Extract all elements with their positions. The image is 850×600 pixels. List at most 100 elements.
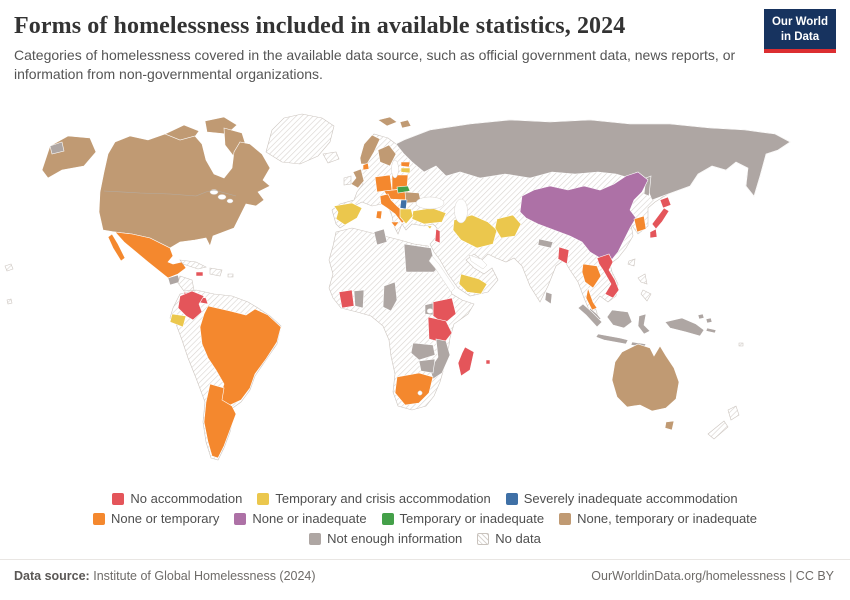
region-zambia[interactable] (410, 342, 436, 361)
region-iceland[interactable] (322, 151, 340, 164)
us-canada-border (103, 189, 237, 197)
region-hispaniola[interactable] (209, 267, 223, 277)
owid-logo[interactable]: Our World in Data (763, 9, 836, 53)
region-svalbard-2[interactable] (399, 119, 412, 129)
region-argentina-chile[interactable] (203, 383, 237, 459)
region-pacific-speck[interactable] (6, 298, 13, 305)
region-greece[interactable] (399, 208, 414, 225)
region-baja-california[interactable] (107, 233, 126, 262)
region-tanzania[interactable] (427, 316, 453, 344)
region-new-guinea[interactable] (664, 317, 705, 337)
legend-item-not-enough-information[interactable]: Not enough information (309, 531, 462, 546)
legend-item-severely-inadequate[interactable]: Severely inadequate accommodation (505, 491, 738, 506)
legend-item-temporary-or-inadequate[interactable]: Temporary or inadequate (381, 511, 544, 526)
region-japan-honshu[interactable] (651, 207, 670, 230)
legend-item-no-accommodation[interactable]: No accommodation (112, 491, 242, 506)
region-serbia[interactable] (399, 199, 408, 210)
region-solomon-2[interactable] (705, 317, 713, 324)
region-egypt[interactable] (403, 243, 437, 273)
region-puerto-rico[interactable] (227, 273, 234, 278)
region-chukotka-west[interactable] (49, 141, 65, 155)
region-ecuador[interactable] (169, 313, 187, 328)
region-denmark[interactable] (362, 162, 370, 171)
legend-item-none-temporary-inadequate[interactable]: None, temporary or inadequate (559, 511, 757, 526)
region-ireland[interactable] (343, 175, 352, 186)
region-madagascar[interactable] (457, 346, 475, 377)
region-cyprus[interactable] (426, 225, 433, 230)
region-germany[interactable] (374, 174, 393, 193)
region-jamaica[interactable] (195, 271, 204, 277)
region-solomon-1[interactable] (697, 313, 705, 320)
region-sulawesi[interactable] (637, 313, 651, 335)
region-new-zealand-north[interactable] (727, 405, 740, 421)
region-philippines-luzon[interactable] (637, 273, 648, 285)
region-zimbabwe[interactable] (418, 358, 436, 374)
region-ghana[interactable] (353, 289, 365, 309)
legend-item-none-or-temporary[interactable]: None or temporary (92, 511, 219, 526)
region-new-zealand-south[interactable] (707, 420, 729, 440)
region-tunisia[interactable] (373, 228, 388, 246)
region-iran[interactable] (452, 214, 498, 249)
region-yemen[interactable] (458, 273, 488, 295)
region-cuba[interactable] (179, 259, 207, 270)
region-mozambique-malawi[interactable] (429, 338, 451, 380)
region-china[interactable] (519, 171, 649, 263)
region-japan-hokkaido[interactable] (659, 196, 672, 209)
region-colombia[interactable] (177, 290, 205, 321)
region-australia[interactable] (611, 343, 680, 412)
region-afghanistan[interactable] (494, 214, 522, 239)
region-cameroon[interactable] (382, 281, 398, 312)
region-russia[interactable] (395, 119, 791, 201)
legend-swatch-not-enough-information (309, 532, 322, 545)
region-japan-kyushu[interactable] (649, 228, 658, 239)
region-south-korea[interactable] (633, 215, 647, 233)
region-borneo[interactable] (606, 309, 633, 329)
region-philippines-mindanao[interactable] (640, 289, 652, 302)
region-latvia[interactable] (400, 167, 411, 174)
region-sri-lanka[interactable] (544, 291, 553, 305)
region-alaska[interactable] (41, 135, 97, 179)
region-ivory-coast[interactable] (338, 289, 355, 309)
region-thailand-peninsula[interactable] (585, 286, 598, 311)
lesotho (417, 390, 423, 396)
region-slovakia[interactable] (396, 185, 411, 194)
legend-swatch-temporary-crisis (257, 492, 270, 505)
region-new-caledonia[interactable] (705, 327, 717, 334)
region-sardinia[interactable] (375, 210, 383, 220)
region-united-kingdom[interactable] (350, 168, 365, 189)
region-lebanon-israel[interactable] (434, 228, 441, 244)
legend-item-none-or-inadequate[interactable]: None or inadequate (234, 511, 367, 526)
legend-swatch-none-or-inadequate (234, 512, 247, 525)
region-sicily[interactable] (390, 221, 400, 228)
region-honduras-nicaragua[interactable] (177, 275, 195, 292)
region-java[interactable] (595, 333, 629, 345)
region-sumatra[interactable] (577, 303, 603, 328)
region-tasmania[interactable] (664, 420, 675, 431)
region-bangladesh[interactable] (557, 246, 570, 265)
legend-item-temporary-crisis[interactable]: Temporary and crisis accommodation (257, 491, 491, 506)
region-brazil[interactable] (199, 305, 282, 407)
region-norway[interactable] (359, 134, 381, 165)
region-greenland[interactable] (265, 113, 335, 165)
owid-credit-link[interactable]: OurWorldinData.org/homelessness | CC BY (591, 569, 834, 583)
region-taiwan[interactable] (627, 258, 636, 267)
region-mexico[interactable] (114, 231, 187, 279)
region-mauritius[interactable] (485, 359, 491, 365)
data-source-label: Data source: (14, 569, 90, 583)
region-south-africa[interactable] (394, 372, 434, 406)
region-spain-portugal[interactable] (333, 202, 363, 226)
region-nepal[interactable] (537, 238, 554, 249)
region-canada-usa[interactable] (98, 133, 271, 249)
legend-item-no-data[interactable]: No data (477, 531, 541, 546)
region-fiji[interactable] (738, 342, 744, 347)
region-svalbard-1[interactable] (377, 116, 398, 127)
region-vietnam[interactable] (596, 253, 620, 299)
red-sea (428, 255, 456, 293)
region-thailand[interactable] (581, 263, 602, 289)
region-finland[interactable] (377, 144, 397, 167)
data-source: Data source: Institute of Global Homeles… (14, 569, 316, 583)
legend-swatch-none-temporary-inadequate (559, 512, 572, 525)
chart-footer: Data source: Institute of Global Homeles… (0, 559, 850, 583)
region-hawaii-speck[interactable] (4, 263, 14, 272)
region-estonia[interactable] (400, 161, 411, 168)
